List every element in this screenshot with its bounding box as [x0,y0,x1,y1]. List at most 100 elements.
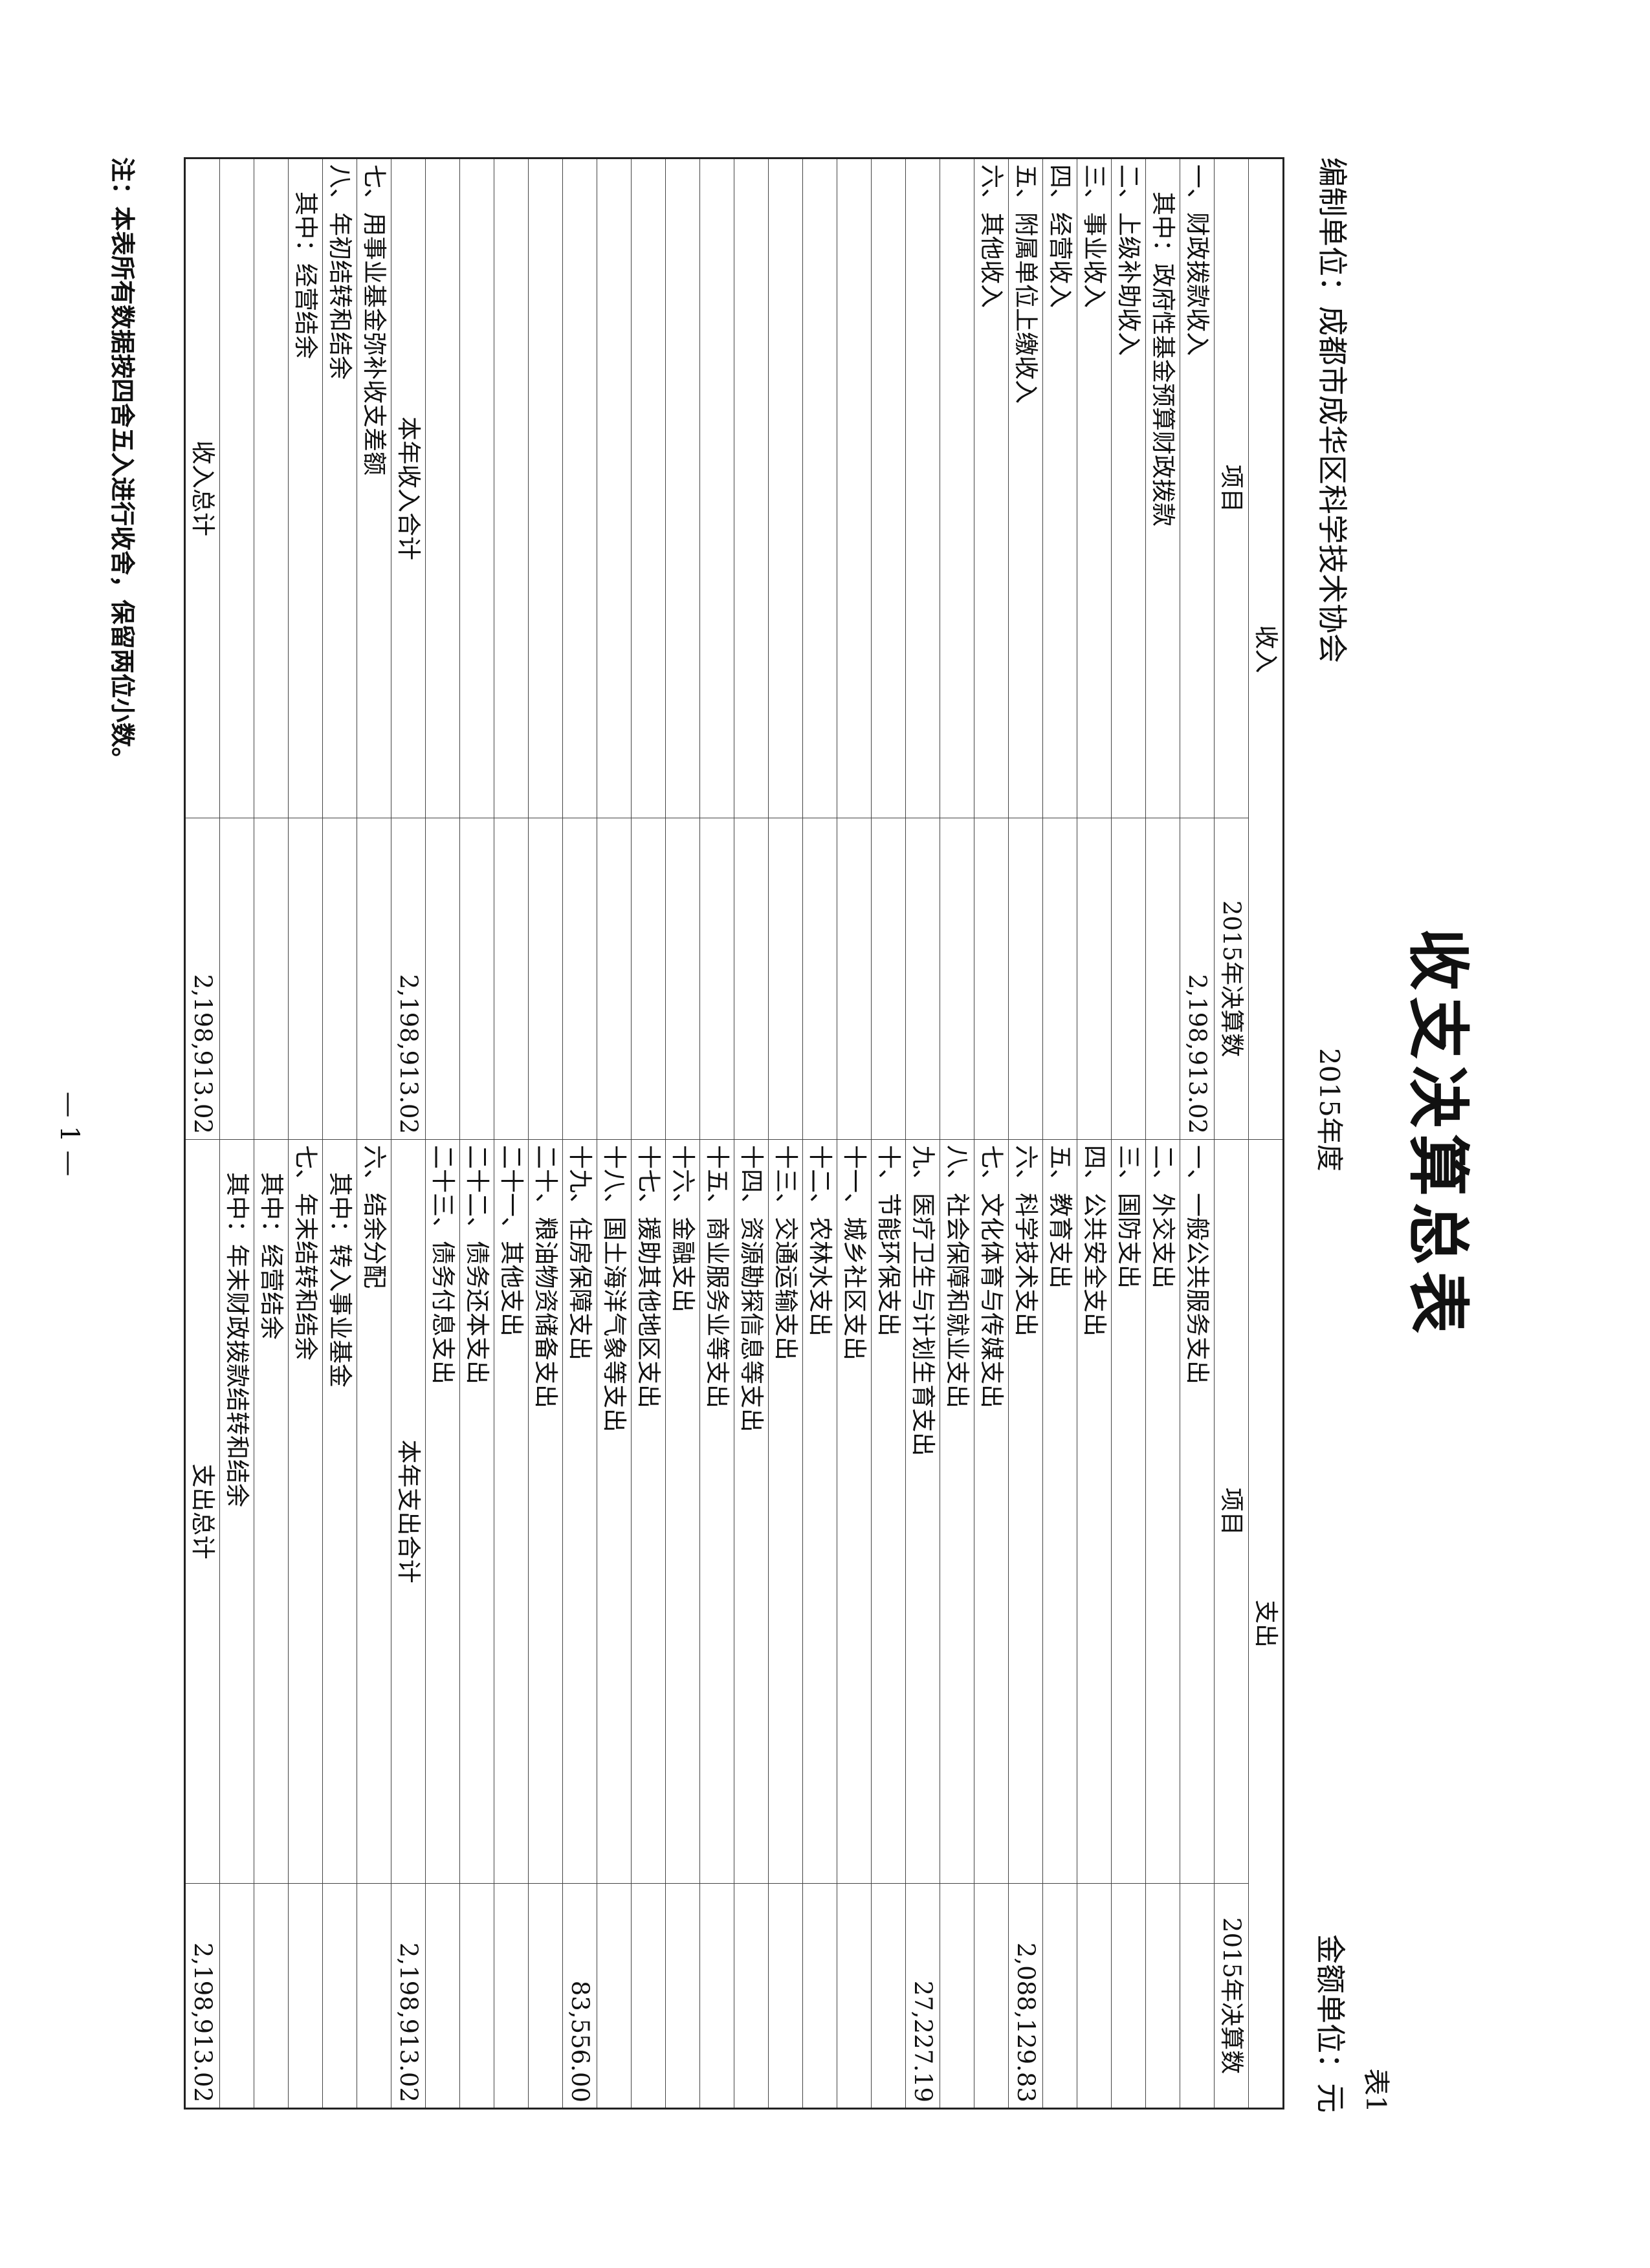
item-cell [802,158,837,818]
item-cell [699,158,734,818]
org: 编制单位：成都市成华区科学技术协会 [1315,157,1350,663]
subheader-cell: 项目 [1214,1139,1249,1884]
table: 收入 支出 项目 2015年决算数 项目 2015年决算数 一、财政拨款收入 2,198,91… [184,157,1284,2110]
amount-cell [597,1883,632,2109]
item-cell: 五、教育支出 [1042,1139,1077,1884]
amount-cell [905,818,940,1140]
row: 十、节能环保支出 [871,158,906,2109]
subheader-cell: 2015年决算数 [1214,818,1249,1140]
amount-cell: 2,198,913.02 [1180,818,1215,1140]
item-cell: 六、科学技术支出 [1008,1139,1043,1884]
row: 二十、粮油物资储备支出 [528,158,563,2109]
amount-cell [940,1883,974,2109]
item-cell [459,158,494,818]
amount-cell: 2,198,913.02 [184,818,220,1140]
item-cell [562,158,597,818]
item-cell: 其中：年末财政拨款结转和结余 [219,1139,254,1884]
amount-cell [734,1883,769,2109]
amount-cell [357,1883,391,2109]
row: 十六、金融支出 [665,158,700,2109]
item-cell: 二十三、债务付息支出 [425,1139,460,1884]
row: 二十三、债务付息支出 [425,158,460,2109]
item-cell: 其中：经营结余 [288,158,323,818]
item-cell: 十九、住房保障支出 [562,1139,597,1884]
amount-cell [322,1883,357,2109]
row: 二十二、债务还本支出 [459,158,494,2109]
item-cell: 五、附属单位上缴收入 [1008,158,1043,818]
row: 五、附属单位上缴收入 六、科学技术支出 2,088,129.83 [1008,158,1043,2109]
row: 十五、商业服务业等支出 [699,158,734,2109]
amount-cell [802,1883,837,2109]
item-cell: 十七、援助其他地区支出 [631,1139,666,1884]
item-cell: 一、一般公共服务支出 [1180,1139,1215,1884]
item-cell: 八、年初结转和结余 [322,158,357,818]
row: 三、事业收入 四、公共安全支出 [1077,158,1112,2109]
amount-cell [1145,1883,1180,2109]
row: 其中：经营结余 [254,158,289,2109]
amount-cell [802,818,837,1140]
amount-cell [1111,818,1146,1140]
amount-cell [631,818,666,1140]
amount-cell [219,818,254,1140]
item-cell: 九、医疗卫生与计划生育支出 [905,1139,940,1884]
item-cell: 二十一、其他支出 [494,1139,529,1884]
item-cell [768,158,803,818]
amount-cell [219,1883,254,2109]
amount-cell [837,1883,872,2109]
item-cell: 七、用事业基金弥补收支差额 [357,158,391,818]
unit: 金额单位：元 [1313,1934,1348,2113]
item-cell [494,158,529,818]
item-cell: 三、事业收入 [1077,158,1112,818]
row: 八、社会保障和就业支出 [940,158,974,2109]
item-cell [734,158,769,818]
amount-cell [665,1883,700,2109]
amount-cell: 2,198,913.02 [184,1883,220,2109]
item-cell: 二、外交支出 [1145,1139,1180,1884]
amount-cell [768,818,803,1140]
item-cell: 十四、资源勘探信息等支出 [734,1139,769,1884]
item-cell: 三、国防支出 [1111,1139,1146,1884]
amount-cell [734,818,769,1140]
amount-cell [597,818,632,1140]
item-cell [631,158,666,818]
item-cell [837,158,872,818]
row: 二、上级补助收入 三、国防支出 [1111,158,1146,2109]
row: 一、财政拨款收入 2,198,913.02 一、一般公共服务支出 [1180,158,1215,2109]
item-cell: 六、结余分配 [357,1139,391,1884]
subheader-cell: 2015年决算数 [1214,1883,1249,2109]
row: 十三、交通运输支出 [768,158,803,2109]
item-cell [254,158,289,818]
row: 其中：经营结余 七、年末结转和结余 [288,158,323,2109]
row: 二十一、其他支出 [494,158,529,2109]
row: 七、用事业基金弥补收支差额六、结余分配 [357,158,391,2109]
amount-cell [425,818,460,1140]
page-number: — 1 — [54,1091,84,1177]
row: 四、经营收入 五、教育支出 [1042,158,1077,2109]
header-cell: 支出 [1248,1139,1284,2109]
item-cell: 十六、金融支出 [665,1139,700,1884]
amount-cell [871,1883,906,2109]
item-cell [871,158,906,818]
row: 十九、住房保障支出 83,556.00 [562,158,597,2109]
year: 2015年度 [1314,1048,1345,1172]
amount-cell [425,1883,460,2109]
item-cell [219,158,254,818]
amount-cell [254,1883,289,2109]
amount-cell [494,818,529,1140]
item-cell: 一、财政拨款收入 [1180,158,1215,818]
item-cell [940,158,974,818]
amount-cell [459,818,494,1140]
row: 本年收入合计 2,198,913.02 本年支出合计 2,198,913.02 [391,158,426,2109]
amount-cell [837,818,872,1140]
row: 九、医疗卫生与计划生育支出 27,227.19 [905,158,940,2109]
amount-cell [974,818,1009,1140]
item-cell: 十二、农林水支出 [802,1139,837,1884]
amount-cell [940,818,974,1140]
item-cell: 其中：政府性基金预算财政拨款 [1145,158,1180,818]
item-cell: 七、文化体育与传媒支出 [974,1139,1009,1884]
item-cell: 六、其他收入 [974,158,1009,818]
row: 收入总计 2,198,913.02 支出总计 2,198,913.02 [184,158,220,2109]
item-cell: 支出总计 [184,1139,220,1884]
amount-cell [871,818,906,1140]
